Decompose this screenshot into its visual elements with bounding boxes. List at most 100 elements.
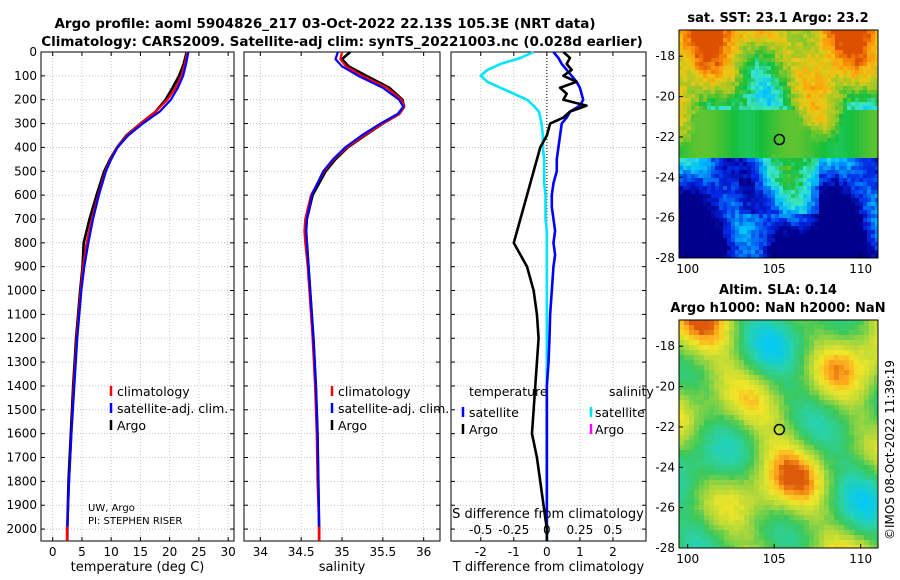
map-cell (729, 350, 734, 355)
map-cell (764, 525, 769, 530)
legend-label: Argo (117, 418, 146, 433)
map-cell (871, 250, 875, 254)
map-cell (799, 465, 804, 470)
map-cell (811, 182, 815, 186)
map-cell (754, 505, 759, 510)
map-cell (799, 246, 803, 250)
map-cell (779, 515, 784, 520)
map-cell (704, 350, 709, 355)
map-cell (735, 86, 739, 90)
map-cell (679, 435, 684, 440)
map-cell (743, 78, 747, 82)
map-cell (683, 150, 687, 154)
map-cell (791, 126, 795, 130)
map-cell (783, 86, 787, 90)
map-cell (779, 34, 783, 38)
map-cell (831, 218, 835, 222)
map-cell (689, 415, 694, 420)
map-cell (715, 54, 719, 58)
map-cell (735, 74, 739, 78)
map-cell (687, 94, 691, 98)
map-cell (794, 430, 799, 435)
map-cell (819, 250, 823, 254)
map-cell (814, 480, 819, 485)
map-cell (839, 415, 844, 420)
map-cell (747, 250, 751, 254)
map-cell (744, 500, 749, 505)
map-cell (811, 50, 815, 54)
map-cell (799, 82, 803, 86)
map-cell (875, 190, 878, 194)
map-cell (811, 74, 815, 78)
map-cell (799, 134, 803, 138)
map-cell (871, 50, 875, 54)
map-cell (795, 42, 799, 46)
map-cell (814, 470, 819, 475)
map-cell (799, 90, 803, 94)
map-cell (694, 325, 699, 330)
map-cell (824, 400, 829, 405)
map-cell (759, 465, 764, 470)
map-cell (791, 90, 795, 94)
map-cell (784, 350, 789, 355)
map-cell (823, 98, 827, 102)
map-cell (694, 510, 699, 515)
map-cell (679, 450, 684, 455)
map-cell (867, 178, 871, 182)
map-cell (689, 450, 694, 455)
map-cell (751, 86, 755, 90)
map-cell (771, 202, 775, 206)
map-cell (719, 142, 723, 146)
map-cell (784, 320, 789, 325)
map-cell (835, 146, 839, 150)
map-cell (871, 158, 875, 162)
map-cell (719, 182, 723, 186)
map-cell (819, 490, 824, 495)
map-cell (729, 495, 734, 500)
map-cell (815, 210, 819, 214)
map-cell (823, 210, 827, 214)
map-cell (847, 230, 851, 234)
map-cell (843, 82, 847, 86)
map-cell (759, 490, 764, 495)
map-cell (859, 198, 863, 202)
map-cell (743, 54, 747, 58)
map-cell (739, 540, 744, 545)
map-cell (679, 320, 684, 325)
map-cell (811, 62, 815, 66)
map-cell (691, 50, 695, 54)
map-cell (735, 194, 739, 198)
map-cell (824, 340, 829, 345)
map-cell (764, 380, 769, 385)
map-cell (784, 490, 789, 495)
map-cell (764, 405, 769, 410)
map-cell (755, 126, 759, 130)
y-tick-label: 1500 (6, 403, 37, 417)
map-cell (831, 210, 835, 214)
map-cell (743, 66, 747, 70)
map-cell (723, 226, 727, 230)
map-cell (871, 130, 875, 134)
map-cell (724, 530, 729, 535)
map-cell (799, 70, 803, 74)
map-cell (771, 62, 775, 66)
map-cell (734, 460, 739, 465)
map-cell (871, 182, 875, 186)
map-cell (703, 218, 707, 222)
map-cell (767, 242, 771, 246)
map-cell (695, 94, 699, 98)
x-tick-label: 2 (609, 545, 617, 559)
map-cell (683, 46, 687, 50)
map-cell (731, 246, 735, 250)
map-cell (703, 78, 707, 82)
map-cell (863, 122, 867, 126)
map-cell (679, 485, 684, 490)
map-cell (784, 435, 789, 440)
map-cell (715, 30, 719, 34)
map-cell (859, 445, 864, 450)
map-cell (723, 50, 727, 54)
map-cell (774, 355, 779, 360)
map-cell (823, 150, 827, 154)
map-cell (679, 214, 683, 218)
map-cell (724, 490, 729, 495)
